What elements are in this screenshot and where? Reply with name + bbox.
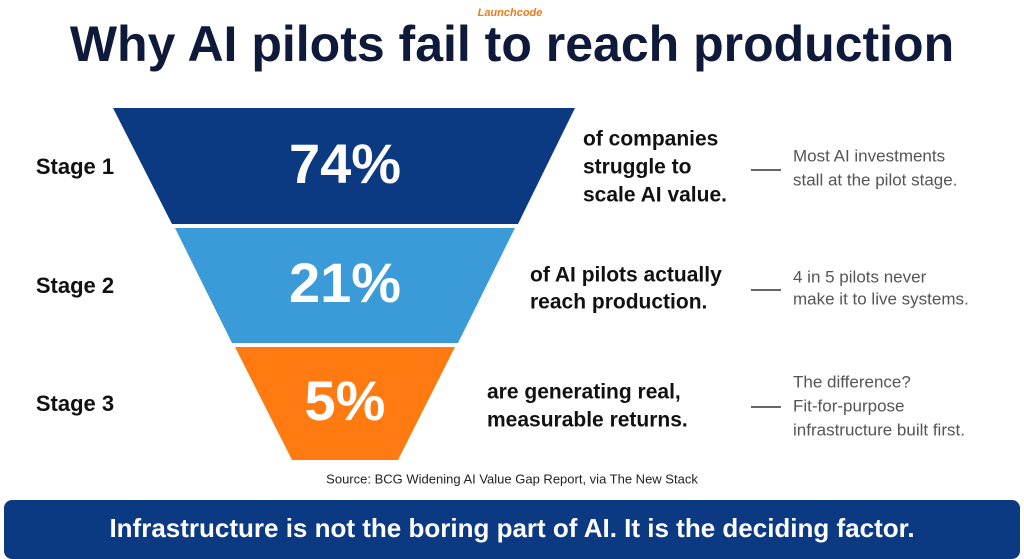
banner-background bbox=[4, 500, 1020, 559]
title: Why AI pilots fail to reach production bbox=[70, 16, 954, 72]
stage-note: infrastructure built first. bbox=[793, 420, 965, 439]
funnel-segment bbox=[175, 228, 515, 343]
stage-description: struggle to bbox=[583, 156, 692, 179]
stage-label: Stage 3 bbox=[36, 391, 114, 416]
stage-description: of AI pilots actually bbox=[530, 264, 722, 287]
stage-description: of companies bbox=[583, 128, 718, 151]
funnel-segment bbox=[235, 347, 455, 460]
stage-note: stall at the pilot stage. bbox=[793, 170, 957, 189]
logo: Launchcode bbox=[478, 7, 543, 19]
stage-description: measurable returns. bbox=[487, 409, 688, 432]
stage-description: scale AI value. bbox=[583, 184, 727, 207]
stage-label: Stage 1 bbox=[36, 154, 114, 179]
stage-note: The difference? bbox=[793, 372, 911, 391]
source: Source: BCG Widening AI Value Gap Report… bbox=[326, 471, 698, 486]
banner: Infrastructure is not the boring part of… bbox=[109, 513, 914, 543]
stage-note: Fit-for-purpose bbox=[793, 396, 904, 415]
stage-value: 21% bbox=[289, 251, 401, 314]
stage-value: 5% bbox=[305, 369, 386, 432]
funnel-segment bbox=[113, 108, 575, 224]
stage-description: reach production. bbox=[530, 291, 707, 314]
stage-note: 4 in 5 pilots never bbox=[793, 267, 927, 286]
stage-note: Most AI investments bbox=[793, 146, 945, 165]
stage-value: 74% bbox=[289, 132, 401, 195]
stage-label: Stage 2 bbox=[36, 273, 114, 298]
stage-note: make it to live systems. bbox=[793, 289, 969, 308]
stage-description: are generating real, bbox=[487, 381, 681, 404]
